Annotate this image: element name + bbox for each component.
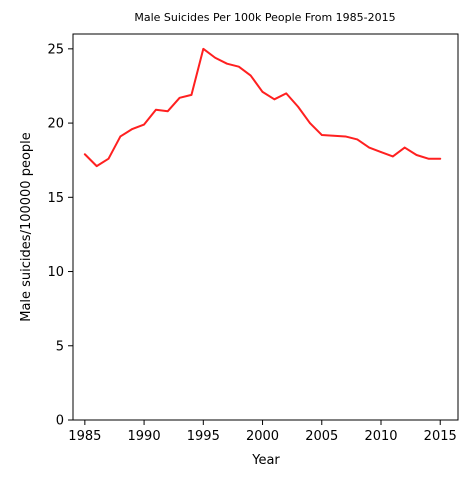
plot-area: 1985 1990 1995 2000 2005 2010 2015 0 5 10 15 20 25 (47, 33, 459, 444)
data-point (309, 122, 311, 124)
x-tick-label: 2010 (364, 429, 397, 444)
data-point (320, 134, 323, 136)
x-tick-label: 2015 (424, 429, 457, 444)
data-point (190, 94, 193, 96)
data-point (380, 151, 382, 153)
data-point (238, 65, 240, 68)
data-point (226, 62, 228, 65)
y-tick-label: 5 (56, 339, 64, 354)
y-axis-ticks: 0 5 10 15 20 25 (47, 42, 73, 429)
data-point (155, 108, 157, 111)
y-tick-label: 20 (47, 117, 64, 132)
data-point (249, 74, 252, 77)
x-tick-label: 1995 (187, 429, 220, 444)
data-point (403, 146, 406, 149)
data-point (84, 153, 86, 156)
data-point (439, 157, 442, 160)
y-tick-label: 10 (47, 265, 64, 280)
data-point (273, 98, 276, 101)
data-point (332, 134, 335, 137)
x-tick-label: 2005 (305, 429, 338, 444)
x-axis-label: Year (251, 453, 280, 468)
data-point (119, 135, 122, 138)
data-point (344, 135, 347, 138)
data-point (285, 92, 288, 95)
data-point (202, 48, 205, 50)
chart-title: Male Suicides Per 100k People From 1985-… (134, 11, 395, 24)
y-tick-label: 15 (47, 191, 64, 206)
data-point (356, 138, 359, 141)
data-point (95, 165, 98, 167)
data-point (131, 128, 134, 130)
data-point (415, 154, 418, 156)
data-point (166, 110, 169, 112)
data-point (178, 97, 181, 99)
data-point (107, 157, 110, 160)
data-point (368, 146, 370, 149)
data-point (261, 91, 264, 93)
data-point (297, 105, 299, 108)
data-point (392, 155, 394, 158)
data-point (143, 123, 145, 126)
series-line (83, 47, 442, 168)
x-tick-label: 1990 (128, 429, 161, 444)
y-tick-label: 0 (56, 414, 64, 429)
data-point (427, 157, 430, 160)
y-tick-label: 25 (47, 42, 64, 57)
plot-frame (72, 33, 459, 421)
x-tick-label: 2000 (246, 429, 279, 444)
y-axis-label: Male suicides/100000 people (19, 132, 34, 322)
x-axis-ticks: 1985 1990 1995 2000 2005 2010 2015 (68, 420, 457, 444)
data-point (214, 56, 216, 59)
x-tick-label: 1985 (68, 429, 101, 444)
series-layer (83, 47, 442, 168)
